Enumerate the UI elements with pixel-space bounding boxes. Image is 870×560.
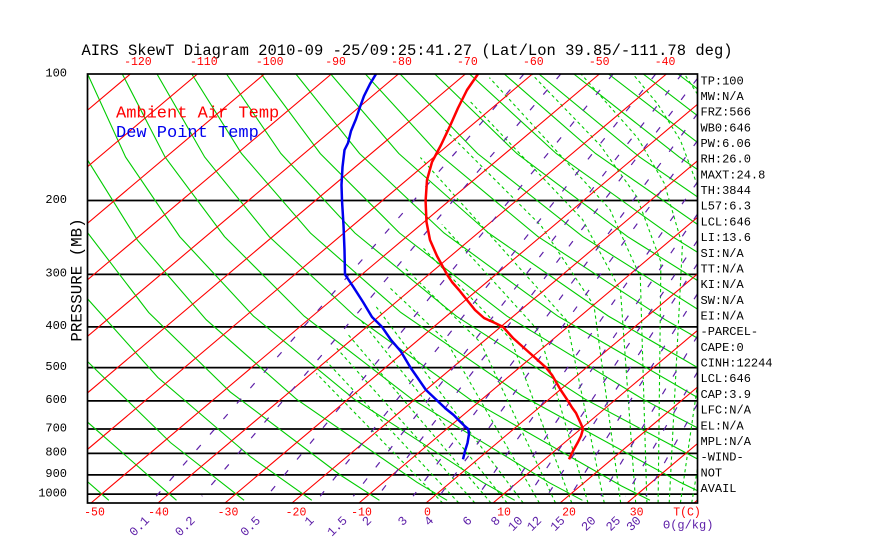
svg-text:NOT: NOT bbox=[701, 466, 723, 480]
svg-text:SW:N/A: SW:N/A bbox=[701, 294, 745, 308]
svg-text:LCL:646: LCL:646 bbox=[701, 372, 751, 386]
svg-text:Θ(g/kg): Θ(g/kg) bbox=[663, 519, 713, 533]
svg-text:MPL:N/A: MPL:N/A bbox=[701, 435, 752, 449]
svg-text:TT:N/A: TT:N/A bbox=[701, 263, 745, 277]
svg-text:L57:6.3: L57:6.3 bbox=[701, 200, 751, 214]
svg-text:600: 600 bbox=[45, 393, 67, 407]
svg-text:700: 700 bbox=[45, 421, 67, 435]
svg-text:LFC:N/A: LFC:N/A bbox=[701, 404, 752, 418]
svg-text:AVAIL: AVAIL bbox=[701, 482, 737, 496]
svg-text:-80: -80 bbox=[391, 56, 412, 69]
svg-text:RH:26.0: RH:26.0 bbox=[701, 153, 751, 167]
svg-text:-70: -70 bbox=[457, 56, 478, 69]
svg-text:10: 10 bbox=[497, 507, 511, 520]
svg-text:MAXT:24.8: MAXT:24.8 bbox=[701, 168, 766, 182]
svg-text:-10: -10 bbox=[351, 507, 372, 520]
svg-text:900: 900 bbox=[45, 467, 67, 481]
svg-text:EL:N/A: EL:N/A bbox=[701, 419, 745, 433]
svg-text:MW:N/A: MW:N/A bbox=[701, 90, 745, 104]
svg-text:-30: -30 bbox=[218, 507, 239, 520]
svg-text:400: 400 bbox=[45, 319, 67, 333]
svg-text:LI:13.6: LI:13.6 bbox=[701, 231, 751, 245]
svg-text:T(C): T(C) bbox=[673, 507, 701, 520]
svg-text:300: 300 bbox=[45, 267, 67, 281]
svg-text:-PARCEL-: -PARCEL- bbox=[701, 325, 759, 339]
svg-text:FRZ:566: FRZ:566 bbox=[701, 106, 751, 120]
svg-text:-40: -40 bbox=[655, 56, 676, 69]
svg-text:CINH:12244: CINH:12244 bbox=[701, 357, 773, 371]
svg-text:20: 20 bbox=[562, 507, 576, 520]
svg-text:AIRS SkewT Diagram 2010-09 -25: AIRS SkewT Diagram 2010-09 -25/09:25:41.… bbox=[81, 42, 732, 60]
svg-text:-50: -50 bbox=[589, 56, 610, 69]
svg-text:LCL:646: LCL:646 bbox=[701, 215, 751, 229]
svg-text:100: 100 bbox=[45, 66, 67, 80]
svg-text:-100: -100 bbox=[256, 56, 284, 69]
svg-text:PW:6.06: PW:6.06 bbox=[701, 137, 751, 151]
svg-text:-20: -20 bbox=[286, 507, 307, 520]
svg-text:800: 800 bbox=[45, 446, 67, 460]
svg-text:KI:N/A: KI:N/A bbox=[701, 278, 745, 292]
svg-text:-120: -120 bbox=[124, 56, 152, 69]
svg-text:-WIND-: -WIND- bbox=[701, 451, 744, 465]
svg-text:TP:100: TP:100 bbox=[701, 74, 744, 88]
svg-text:SI:N/A: SI:N/A bbox=[701, 247, 745, 261]
svg-text:30: 30 bbox=[630, 507, 644, 520]
svg-text:-60: -60 bbox=[523, 56, 544, 69]
svg-text:200: 200 bbox=[45, 193, 67, 207]
svg-text:-50: -50 bbox=[84, 507, 105, 520]
svg-text:TH:3844: TH:3844 bbox=[701, 184, 751, 198]
svg-text:Dew Point Temp: Dew Point Temp bbox=[116, 124, 259, 143]
svg-text:-110: -110 bbox=[190, 56, 218, 69]
svg-text:Ambient Air Temp: Ambient Air Temp bbox=[116, 105, 279, 124]
svg-text:PRESSURE (MB): PRESSURE (MB) bbox=[68, 218, 86, 341]
svg-text:EI:N/A: EI:N/A bbox=[701, 310, 745, 324]
svg-text:-90: -90 bbox=[325, 56, 346, 69]
svg-text:500: 500 bbox=[45, 360, 67, 374]
svg-text:CAP:3.9: CAP:3.9 bbox=[701, 388, 751, 402]
svg-text:0: 0 bbox=[424, 507, 431, 520]
svg-text:1000: 1000 bbox=[38, 486, 67, 500]
svg-text:-40: -40 bbox=[148, 507, 169, 520]
svg-text:CAPE:0: CAPE:0 bbox=[701, 341, 744, 355]
svg-text:WB0:646: WB0:646 bbox=[701, 121, 751, 135]
